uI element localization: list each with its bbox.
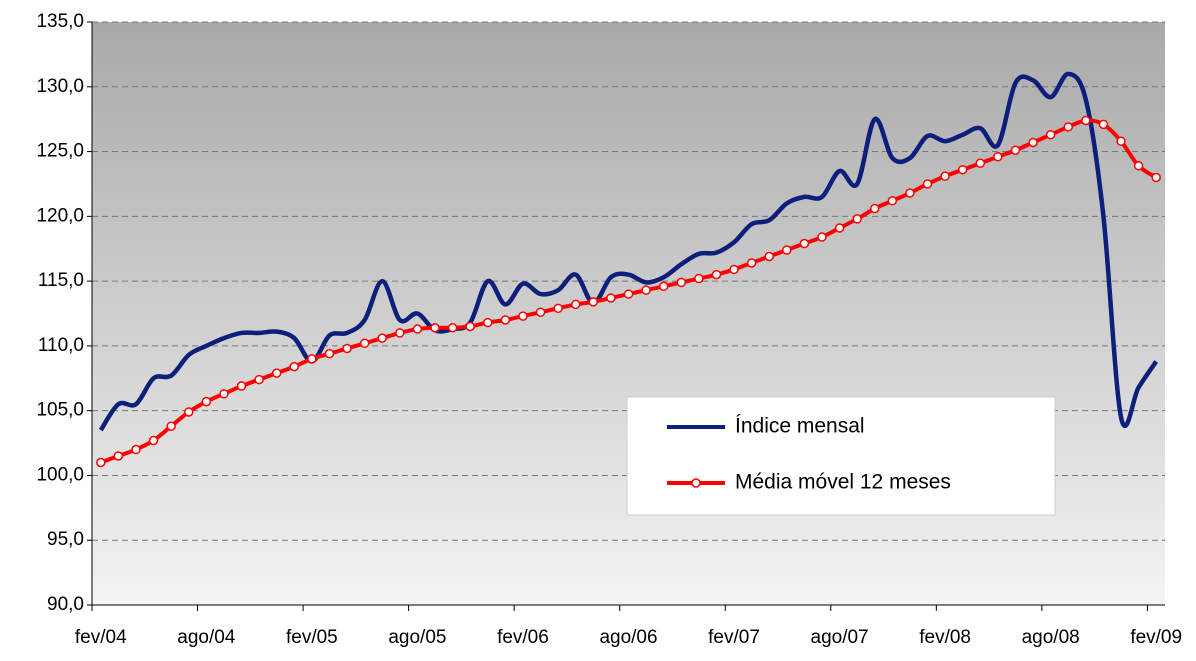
data-point: [588, 297, 599, 307]
data-point: [1010, 145, 1021, 156]
x-tick-label: fev/07: [708, 627, 760, 648]
x-tick-label: ago/04: [177, 627, 236, 648]
series-line: [98, 71, 1159, 432]
data-point: [553, 303, 563, 314]
data-point: [518, 311, 528, 321]
data-point: [500, 315, 511, 325]
data-point: [887, 196, 898, 206]
data-point: [113, 451, 124, 461]
y-tick-label: 130,0: [36, 76, 84, 97]
data-point: [271, 368, 282, 378]
data-point: [852, 214, 862, 224]
data-point: [746, 258, 757, 268]
data-point: [764, 251, 774, 262]
legend-box: [626, 396, 1056, 516]
legend-label: Média móvel 12 meses: [735, 471, 951, 494]
data-point: [307, 354, 317, 364]
data-point: [183, 407, 194, 417]
data-point: [395, 328, 405, 338]
y-tick-label: 105,0: [36, 400, 84, 421]
data-point: [570, 299, 581, 310]
y-tick-label: 135,0: [36, 11, 84, 32]
data-point: [1028, 137, 1038, 148]
data-point: [1133, 161, 1144, 171]
x-tick-label: fev/05: [286, 627, 338, 648]
data-point: [430, 323, 440, 333]
data-point: [993, 151, 1003, 162]
x-tick-label: ago/05: [388, 627, 446, 648]
data-point: [447, 323, 458, 333]
y-tick-label: 120,0: [36, 205, 84, 226]
data-point: [1063, 122, 1074, 132]
y-tick-label: 90,0: [47, 594, 84, 615]
data-point: [782, 245, 792, 255]
data-point: [817, 232, 827, 242]
data-point: [166, 421, 176, 431]
data-point: [377, 333, 387, 343]
data-point: [1098, 119, 1109, 130]
x-tick-label: fev/04: [75, 627, 127, 648]
plot-area: [92, 22, 1165, 605]
data-point: [289, 361, 300, 372]
data-point: [694, 273, 704, 284]
data-point: [1081, 115, 1091, 126]
data-point: [1045, 129, 1056, 140]
data-point: [131, 444, 141, 455]
y-tick-label: 110,0: [38, 335, 84, 356]
data-point: [219, 389, 229, 399]
data-point: [236, 381, 247, 391]
y-tick-label: 100,0: [36, 464, 84, 485]
data-point: [1116, 136, 1126, 146]
x-tick-label: ago/08: [1022, 627, 1080, 648]
data-point: [922, 179, 933, 189]
data-point: [148, 435, 159, 446]
data-point: [1151, 172, 1161, 183]
data-point: [623, 289, 634, 299]
x-tick-label: fev/09: [1130, 627, 1182, 648]
data-point: [641, 285, 651, 295]
data-point: [342, 343, 352, 354]
data-point: [729, 264, 739, 275]
data-point: [940, 171, 950, 181]
data-point: [905, 188, 915, 198]
data-point: [254, 374, 264, 385]
x-tick-label: fev/06: [497, 627, 549, 648]
data-point: [465, 321, 475, 332]
legend-marker: [691, 478, 701, 488]
x-tick-label: ago/06: [599, 627, 657, 648]
data-point: [658, 281, 669, 292]
data-point: [96, 457, 106, 468]
data-point: [606, 293, 616, 303]
y-tick-label: 95,0: [47, 529, 84, 550]
data-point: [711, 269, 722, 280]
data-point: [412, 324, 423, 334]
data-point: [483, 317, 493, 328]
data-point: [799, 238, 810, 249]
data-point: [975, 158, 986, 168]
data-point: [324, 348, 335, 359]
data-point: [957, 164, 968, 175]
y-tick-label: 125,0: [36, 141, 84, 162]
data-point: [834, 223, 845, 233]
data-point: [870, 203, 880, 214]
data-point: [201, 396, 212, 407]
data-point: [359, 338, 370, 349]
legend-label: Índice mensal: [735, 415, 865, 438]
data-point: [535, 307, 546, 317]
y-tick-label: 115,0: [38, 270, 84, 291]
data-point: [676, 277, 687, 288]
x-tick-label: fev/08: [919, 627, 971, 648]
x-tick-label: ago/07: [811, 627, 869, 648]
